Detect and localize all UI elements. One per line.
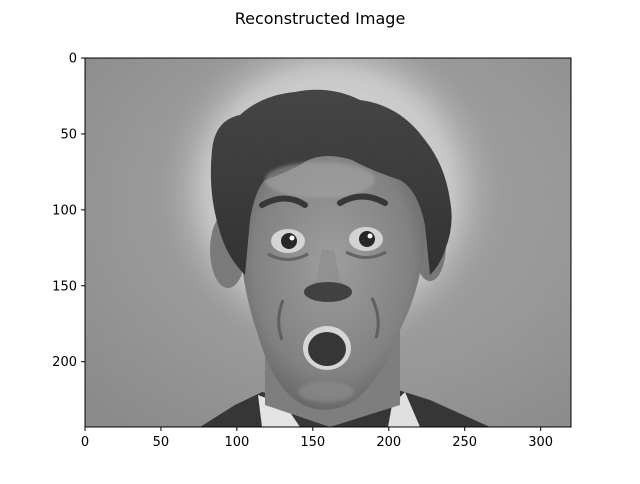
x-tick-label: 100	[224, 435, 249, 450]
y-tick-label: 150	[52, 279, 77, 294]
y-tick-label: 200	[52, 355, 77, 370]
y-axis: 0 50 100 150 200	[52, 52, 85, 370]
x-tick-label: 300	[528, 435, 553, 450]
x-tick-label: 50	[153, 435, 170, 450]
x-tick-label: 150	[300, 435, 325, 450]
y-tick-label: 0	[69, 52, 77, 67]
x-tick-label: 200	[376, 435, 401, 450]
x-tick-label: 250	[452, 435, 477, 450]
reconstructed-image	[85, 58, 571, 427]
image-noise	[85, 58, 571, 427]
y-tick-label: 100	[52, 203, 77, 218]
x-tick-label: 0	[81, 435, 89, 450]
chart-title: Reconstructed Image	[235, 9, 406, 28]
y-tick-label: 50	[60, 127, 77, 142]
axes-frame	[84, 57, 572, 428]
x-axis: 0 50 100 150 200 250 300	[81, 427, 553, 450]
